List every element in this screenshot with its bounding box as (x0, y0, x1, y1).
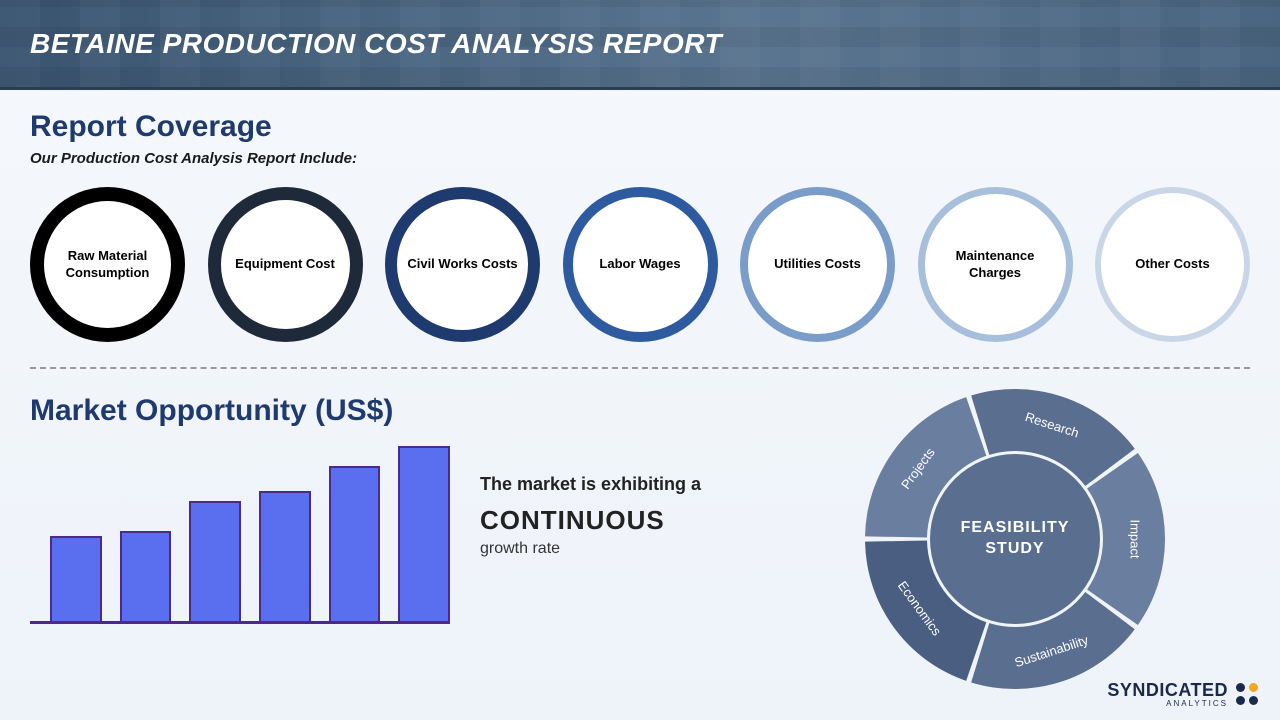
logo-text: SYNDICATED (1107, 680, 1228, 700)
donut-center-label: FEASIBILITYSTUDY (961, 518, 1070, 560)
coverage-title: Report Coverage (30, 110, 1250, 144)
circle-label: Equipment Cost (217, 256, 353, 273)
logo: SYNDICATED ANALYTICS (1107, 680, 1260, 708)
growth-text: The market is exhibiting a CONTINUOUS gr… (480, 434, 830, 558)
banner-title: BETAINE PRODUCTION COST ANALYSIS REPORT (30, 28, 722, 60)
feasibility-donut: EconomicsProjectsResearchImpactSustainab… (860, 384, 1170, 694)
bottom-row: The market is exhibiting a CONTINUOUS gr… (30, 434, 1250, 694)
coverage-circle: Civil Works Costs (385, 187, 540, 342)
coverage-circle: Maintenance Charges (918, 187, 1073, 342)
growth-big: CONTINUOUS (480, 505, 830, 536)
growth-line2: growth rate (480, 540, 830, 558)
coverage-circle: Equipment Cost (208, 187, 363, 342)
section-divider (30, 367, 1250, 369)
circle-label: Utilities Costs (756, 256, 879, 273)
bar-chart (30, 434, 450, 644)
bar (120, 531, 172, 621)
coverage-circles: Raw Material Consumption Equipment Cost Ci… (30, 187, 1250, 342)
circle-label: Civil Works Costs (389, 256, 535, 273)
circle-label: Maintenance Charges (918, 248, 1073, 282)
logo-sub: ANALYTICS (1107, 699, 1228, 708)
donut-center: FEASIBILITYSTUDY (930, 454, 1100, 624)
bar (189, 501, 241, 621)
banner: BETAINE PRODUCTION COST ANALYSIS REPORT (0, 0, 1280, 90)
bar (50, 536, 102, 621)
bar (398, 446, 450, 621)
circle-label: Labor Wages (581, 256, 698, 273)
coverage-circle: Labor Wages (563, 187, 718, 342)
coverage-circle: Raw Material Consumption (30, 187, 185, 342)
coverage-circle: Utilities Costs (740, 187, 895, 342)
circle-label: Raw Material Consumption (30, 248, 185, 282)
logo-mark-icon (1234, 681, 1260, 707)
content: Report Coverage Our Production Cost Anal… (0, 90, 1280, 694)
bar (259, 491, 311, 621)
circle-label: Other Costs (1117, 256, 1227, 273)
bar (329, 466, 381, 621)
coverage-subtitle: Our Production Cost Analysis Report Incl… (30, 150, 1250, 167)
growth-line1: The market is exhibiting a (480, 474, 830, 495)
coverage-circle: Other Costs (1095, 187, 1250, 342)
donut-segment-label: Impact (1128, 519, 1143, 558)
